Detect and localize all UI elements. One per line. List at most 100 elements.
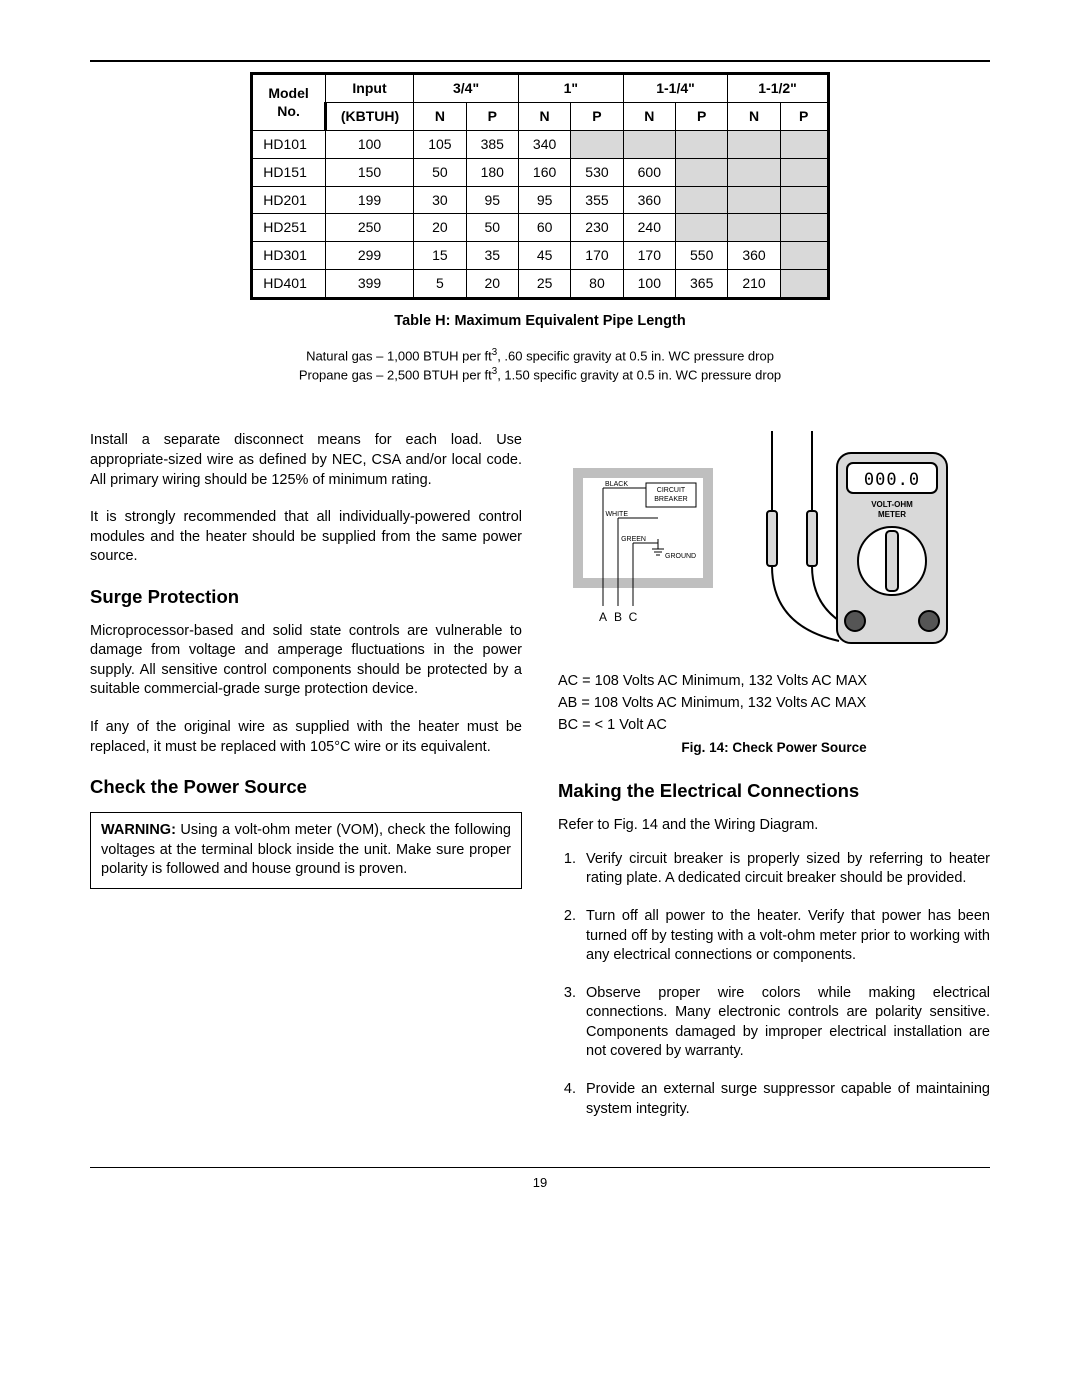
table-cell: 35 <box>466 242 518 270</box>
table-cell: 550 <box>676 242 728 270</box>
th-size-0: 3/4" <box>414 74 519 103</box>
table-cell-input: 250 <box>325 214 413 242</box>
table-cell <box>676 130 728 158</box>
step-item: Turn off all power to the heater. Verify… <box>580 907 990 966</box>
th-input: Input <box>325 74 413 103</box>
table-cell: 180 <box>466 158 518 186</box>
svg-text:CIRCUIT: CIRCUIT <box>657 487 686 494</box>
warning-label: WARNING: <box>101 822 176 838</box>
svg-text:GROUND: GROUND <box>665 553 696 560</box>
page-number: 19 <box>90 1174 990 1192</box>
svg-text:000.0: 000.0 <box>864 470 920 490</box>
warning-box: WARNING: Using a volt-ohm meter (VOM), c… <box>90 812 522 889</box>
table-cell: 160 <box>518 158 570 186</box>
table-cell: 80 <box>571 270 623 299</box>
table-cell <box>676 186 728 214</box>
table-cell <box>780 158 828 186</box>
table-cell-model: HD251 <box>252 214 326 242</box>
svg-text:A: A <box>599 610 607 624</box>
th-size-3: 1-1/2" <box>728 74 828 103</box>
table-cell <box>780 242 828 270</box>
table-cell-model: HD301 <box>252 242 326 270</box>
table-cell: 210 <box>728 270 780 299</box>
svg-text:BREAKER: BREAKER <box>654 496 687 503</box>
para-recommend: It is strongly recommended that all indi… <box>90 508 522 567</box>
table-cell <box>676 214 728 242</box>
pipe-length-table: ModelNo. Input 3/4" 1" 1-1/4" 1-1/2" (KB… <box>250 72 829 300</box>
table-cell: 230 <box>571 214 623 242</box>
th-p: P <box>780 102 828 130</box>
th-n: N <box>623 102 675 130</box>
table-cell-model: HD401 <box>252 270 326 299</box>
th-n: N <box>728 102 780 130</box>
voltmeter-icon: 000.0 VOLT-OHM METER <box>747 431 957 656</box>
table-cell: 105 <box>414 130 466 158</box>
table-cell: 355 <box>571 186 623 214</box>
table-notes: Natural gas – 1,000 BTUH per ft3, .60 sp… <box>90 346 990 384</box>
table-cell: 600 <box>623 158 675 186</box>
reading-ac: AC = 108 Volts AC Minimum, 132 Volts AC … <box>558 672 990 692</box>
table-cell: 530 <box>571 158 623 186</box>
th-size-1: 1" <box>518 74 623 103</box>
para-refer: Refer to Fig. 14 and the Wiring Diagram. <box>558 816 990 836</box>
breaker-diagram-icon: CIRCUIT BREAKER BLACK WHITE GREEN GROUND <box>558 431 723 631</box>
figure-caption: Fig. 14: Check Power Source <box>558 739 990 757</box>
top-rule <box>90 60 990 62</box>
para-surge: Microprocessor-based and solid state con… <box>90 622 522 700</box>
svg-text:VOLT-OHM: VOLT-OHM <box>871 500 913 509</box>
table-cell: 95 <box>518 186 570 214</box>
th-model: ModelNo. <box>252 74 326 131</box>
table-cell: 340 <box>518 130 570 158</box>
voltage-readings: AC = 108 Volts AC Minimum, 132 Volts AC … <box>558 672 990 735</box>
table-cell: 170 <box>623 242 675 270</box>
svg-text:B: B <box>614 610 622 624</box>
reading-bc: BC = < 1 Volt AC <box>558 716 990 736</box>
table-cell: 360 <box>728 242 780 270</box>
table-cell <box>571 130 623 158</box>
svg-text:METER: METER <box>878 510 906 519</box>
table-cell: 50 <box>466 214 518 242</box>
heading-making-connections: Making the Electrical Connections <box>558 779 990 804</box>
heading-check-power: Check the Power Source <box>90 775 522 800</box>
table-cell: 95 <box>466 186 518 214</box>
table-cell-model: HD101 <box>252 130 326 158</box>
table-cell <box>676 158 728 186</box>
right-column: CIRCUIT BREAKER BLACK WHITE GREEN GROUND <box>558 431 990 1137</box>
table-cell: 385 <box>466 130 518 158</box>
table-cell-model: HD201 <box>252 186 326 214</box>
left-column: Install a separate disconnect means for … <box>90 431 522 1137</box>
heading-surge: Surge Protection <box>90 585 522 610</box>
table-cell-input: 199 <box>325 186 413 214</box>
table-cell: 365 <box>676 270 728 299</box>
para-install: Install a separate disconnect means for … <box>90 431 522 490</box>
th-p: P <box>571 102 623 130</box>
table-cell: 50 <box>414 158 466 186</box>
th-p: P <box>676 102 728 130</box>
svg-text:WHITE: WHITE <box>605 511 628 518</box>
para-wire: If any of the original wire as supplied … <box>90 718 522 757</box>
table-cell-input: 399 <box>325 270 413 299</box>
th-n: N <box>414 102 466 130</box>
table-cell-input: 100 <box>325 130 413 158</box>
step-item: Verify circuit breaker is properly sized… <box>580 850 990 889</box>
table-cell: 30 <box>414 186 466 214</box>
table-cell: 240 <box>623 214 675 242</box>
table-cell: 20 <box>466 270 518 299</box>
table-cell: 60 <box>518 214 570 242</box>
reading-ab: AB = 108 Volts AC Minimum, 132 Volts AC … <box>558 694 990 714</box>
step-item: Provide an external surge suppressor cap… <box>580 1080 990 1119</box>
step-item: Observe proper wire colors while making … <box>580 984 990 1062</box>
table-cell: 360 <box>623 186 675 214</box>
th-size-2: 1-1/4" <box>623 74 728 103</box>
table-cell <box>780 270 828 299</box>
table-cell-input: 299 <box>325 242 413 270</box>
svg-text:GREEN: GREEN <box>621 536 646 543</box>
th-n: N <box>518 102 570 130</box>
table-cell: 20 <box>414 214 466 242</box>
table-cell: 5 <box>414 270 466 299</box>
table-cell: 100 <box>623 270 675 299</box>
table-cell <box>728 214 780 242</box>
table-cell: 15 <box>414 242 466 270</box>
table-cell <box>728 130 780 158</box>
th-p: P <box>466 102 518 130</box>
